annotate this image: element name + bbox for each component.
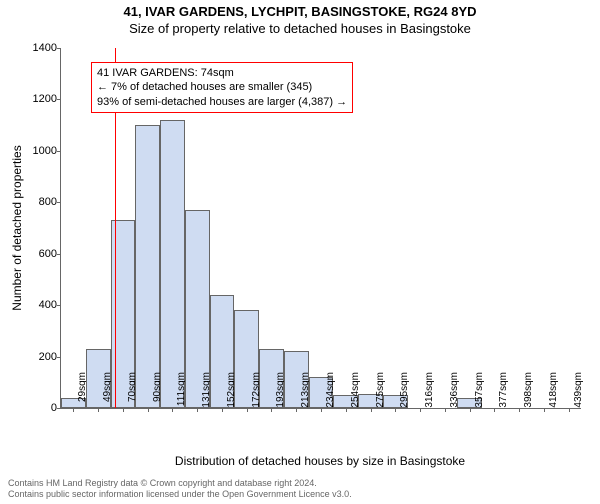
y-tick-label: 0	[27, 402, 57, 414]
y-tick-label: 800	[27, 196, 57, 208]
y-tick-label: 1000	[27, 145, 57, 157]
y-tick-label: 400	[27, 299, 57, 311]
x-tick-label: 439sqm	[573, 372, 584, 412]
y-tick-label: 600	[27, 248, 57, 260]
annotation-line: 41 IVAR GARDENS: 74sqm	[97, 66, 347, 80]
x-tick-label: 398sqm	[523, 372, 534, 412]
footer-line2: Contains public sector information licen…	[8, 489, 352, 500]
histogram-bar	[160, 120, 185, 408]
x-tick-label: 418sqm	[548, 372, 559, 412]
annotation-line: 93% of semi-detached houses are larger (…	[97, 95, 347, 109]
y-tick-label: 1200	[27, 93, 57, 105]
x-tick-label: 295sqm	[399, 372, 410, 412]
x-tick-label: 316sqm	[424, 372, 435, 412]
y-tick-label: 200	[27, 351, 57, 363]
x-axis-label: Distribution of detached houses by size …	[60, 454, 580, 468]
annotation-line: ← 7% of detached houses are smaller (345…	[97, 80, 347, 94]
x-tick-label: 377sqm	[498, 372, 509, 412]
histogram-bar	[135, 125, 160, 408]
x-tick-label: 357sqm	[474, 372, 485, 412]
footer-line1: Contains HM Land Registry data © Crown c…	[8, 478, 352, 489]
plot-area: 020040060080010001200140029sqm49sqm70sqm…	[60, 48, 581, 409]
footer-attribution: Contains HM Land Registry data © Crown c…	[8, 478, 352, 500]
chart-title-sub: Size of property relative to detached ho…	[0, 21, 600, 36]
y-tick-label: 1400	[27, 42, 57, 54]
y-axis-label: Number of detached properties	[10, 145, 24, 310]
chart-container: 41, IVAR GARDENS, LYCHPIT, BASINGSTOKE, …	[0, 4, 600, 504]
annotation-box: 41 IVAR GARDENS: 74sqm← 7% of detached h…	[91, 62, 353, 113]
chart-title-main: 41, IVAR GARDENS, LYCHPIT, BASINGSTOKE, …	[0, 4, 600, 19]
